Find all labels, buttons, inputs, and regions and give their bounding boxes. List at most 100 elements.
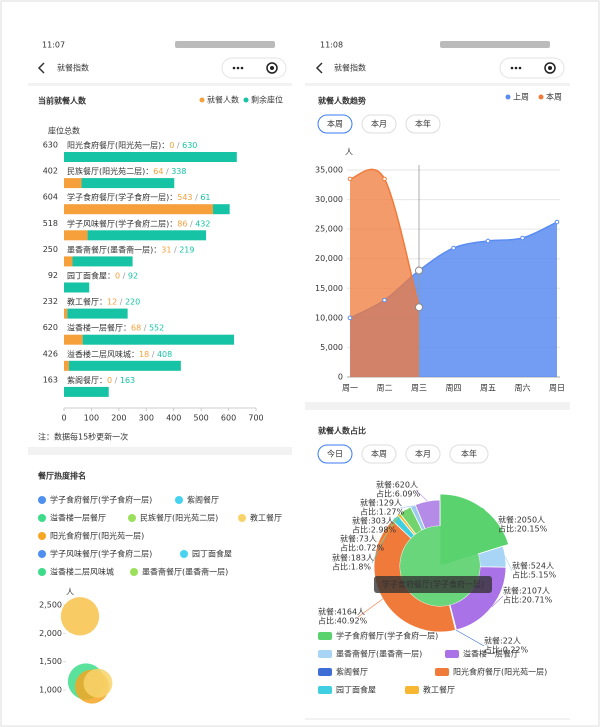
category-label: 溢香楼二层风味城 (67, 348, 131, 358)
data-label: 占比:0.22% (484, 645, 529, 655)
data-label: 就餐:620人 (376, 480, 418, 490)
x-tick-label: 周五 (480, 384, 496, 393)
value-label: 0 (107, 375, 112, 384)
data-label: 占比:40.92% (318, 616, 368, 626)
legend-label: 教工餐厅 (423, 685, 455, 695)
tab-label: 本月 (415, 449, 431, 459)
status-time: 11:08 (320, 41, 343, 50)
legend-marker (199, 97, 205, 103)
x-tick-label: 400 (166, 414, 181, 423)
plot (60, 597, 113, 704)
bar (64, 178, 82, 189)
bar (64, 204, 213, 215)
legend-marker (180, 550, 188, 558)
nav-title: 就餐指数 (334, 63, 366, 73)
tab[interactable] (361, 114, 397, 134)
value-label: 543 (177, 193, 192, 202)
back-button[interactable] (37, 62, 45, 74)
data-label: 就餐:303人 (352, 516, 394, 526)
data-label: 占比:1.27% (360, 507, 405, 517)
legend-label: 民族餐厅(阳光苑二层) (140, 513, 218, 523)
data-label: 占比:5.15% (512, 570, 557, 580)
legend-marker (405, 686, 419, 694)
tab-label: 本年 (461, 449, 477, 459)
legend-marker (318, 668, 332, 676)
point (451, 245, 456, 251)
x-tick-label: 100 (84, 414, 99, 423)
category-label: 民族餐厅(阳光苑二层) (67, 166, 145, 176)
x-tick-label: 周日 (549, 384, 565, 393)
bar (212, 204, 230, 215)
point (347, 176, 353, 182)
legend-marker (505, 94, 511, 100)
tooltip (374, 576, 492, 593)
y-tick-label: 630 (43, 141, 58, 150)
data-label: 就餐:129人 (360, 498, 402, 508)
left-screen: 11:07 就餐指数 (28, 30, 292, 710)
separator: ： (99, 297, 107, 306)
bar (64, 386, 109, 397)
chart-title: 当前就餐人数 (38, 96, 87, 106)
chart-title: 就餐人数趋势 (318, 96, 366, 106)
y-tick-label: 0 (338, 373, 343, 382)
bar (64, 360, 69, 371)
bar-label: 溢香楼一层餐厅：68 / 552 (67, 322, 164, 332)
legend-marker (175, 496, 183, 504)
tab[interactable] (405, 444, 441, 464)
tab[interactable] (449, 444, 489, 464)
y-tick-label: 604 (43, 193, 58, 202)
legend-label: 上周 (513, 93, 529, 102)
value-label: 163 (120, 375, 135, 384)
tab[interactable] (361, 444, 397, 464)
separator: ： (145, 167, 153, 176)
legend-marker (128, 514, 136, 522)
value-label: 338 (171, 167, 186, 176)
data-label: 就餐:524人 (512, 561, 554, 571)
y-tick-label: 518 (43, 219, 58, 228)
x-tick-label: 0 (61, 414, 66, 423)
bar-label: 民族餐厅(阳光苑二层)：64 / 338 (67, 166, 187, 176)
y-tick-label: 92 (48, 271, 58, 280)
legend-label: 本周 (546, 92, 562, 102)
tab-label: 本年 (415, 119, 431, 129)
y-tick-label: 426 (43, 349, 58, 358)
y-tick-label: 402 (43, 167, 58, 176)
tab[interactable] (317, 114, 353, 134)
x-tick-label: 200 (111, 414, 126, 423)
bar (82, 334, 235, 345)
tab[interactable] (317, 444, 353, 464)
tab-label: 今日 (327, 449, 343, 459)
x-tick-label: 周三 (411, 384, 427, 393)
bar-label: 阳光食府餐厅(阳光苑一层)：0 / 630 (67, 140, 197, 150)
data-label: 占比:0.72% (340, 543, 385, 553)
legend-label: 阳光食府餐厅(阳光苑一层) (453, 667, 547, 677)
leader-line (505, 556, 513, 572)
separator: / (174, 141, 182, 150)
tab[interactable] (405, 114, 441, 134)
bar-label: 墨香斋餐厅(墨香斋一层)：31 / 219 (67, 244, 195, 254)
x-tick-label: 周六 (515, 383, 531, 393)
y-tick-label: 2,000 (39, 629, 62, 638)
legend-label: 溢香楼一层餐厅 (463, 649, 519, 659)
legend-label: 紫阁餐厅 (336, 667, 368, 677)
separator: / (117, 297, 125, 306)
value-label: 12 (107, 297, 117, 306)
bar-label: 溢香楼二层风味城：18 / 408 (67, 348, 172, 358)
leader-line (357, 598, 383, 618)
chart-title: 就餐人数占比 (318, 426, 366, 436)
value-label: 0 (169, 141, 174, 150)
inner (400, 526, 480, 606)
leader-line (371, 517, 396, 564)
leader-line (482, 507, 499, 526)
legend-marker (318, 686, 332, 694)
bar (64, 152, 237, 162)
separator: ： (169, 219, 177, 228)
note: 注：数据每15秒更新一次 (38, 432, 128, 442)
legend-label: 教工餐厅 (250, 513, 282, 523)
back-button[interactable] (315, 62, 323, 74)
legend-marker (38, 532, 46, 540)
legend-marker (445, 650, 459, 658)
bar (64, 334, 83, 345)
value-label: 61 (200, 193, 210, 202)
legend-marker (38, 568, 46, 576)
